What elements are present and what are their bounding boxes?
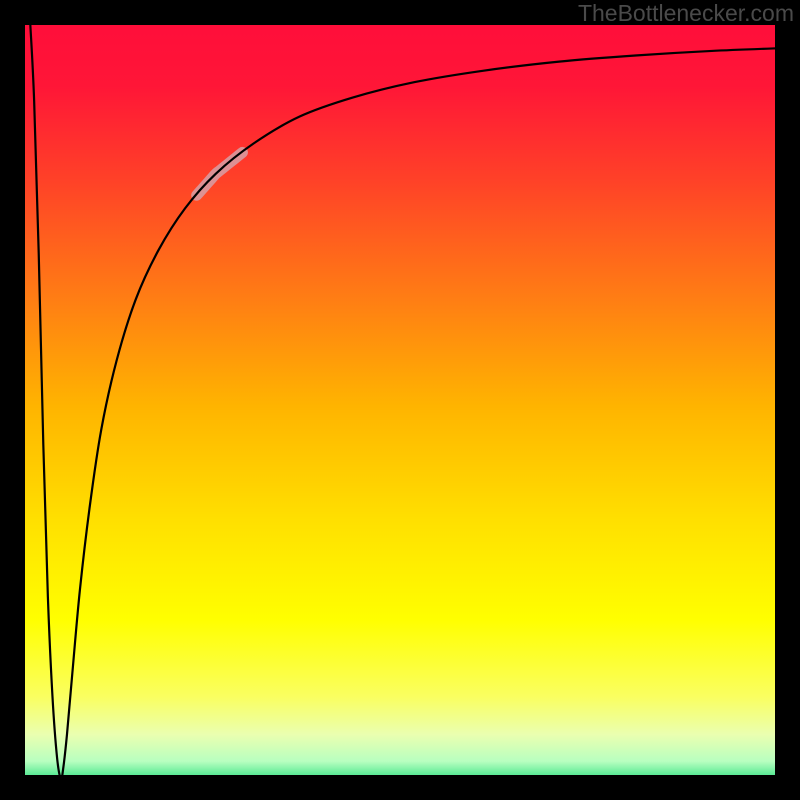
bottleneck-chart: TheBottlenecker.com (0, 0, 800, 800)
chart-border (0, 0, 800, 800)
watermark-text: TheBottlenecker.com (578, 0, 794, 27)
